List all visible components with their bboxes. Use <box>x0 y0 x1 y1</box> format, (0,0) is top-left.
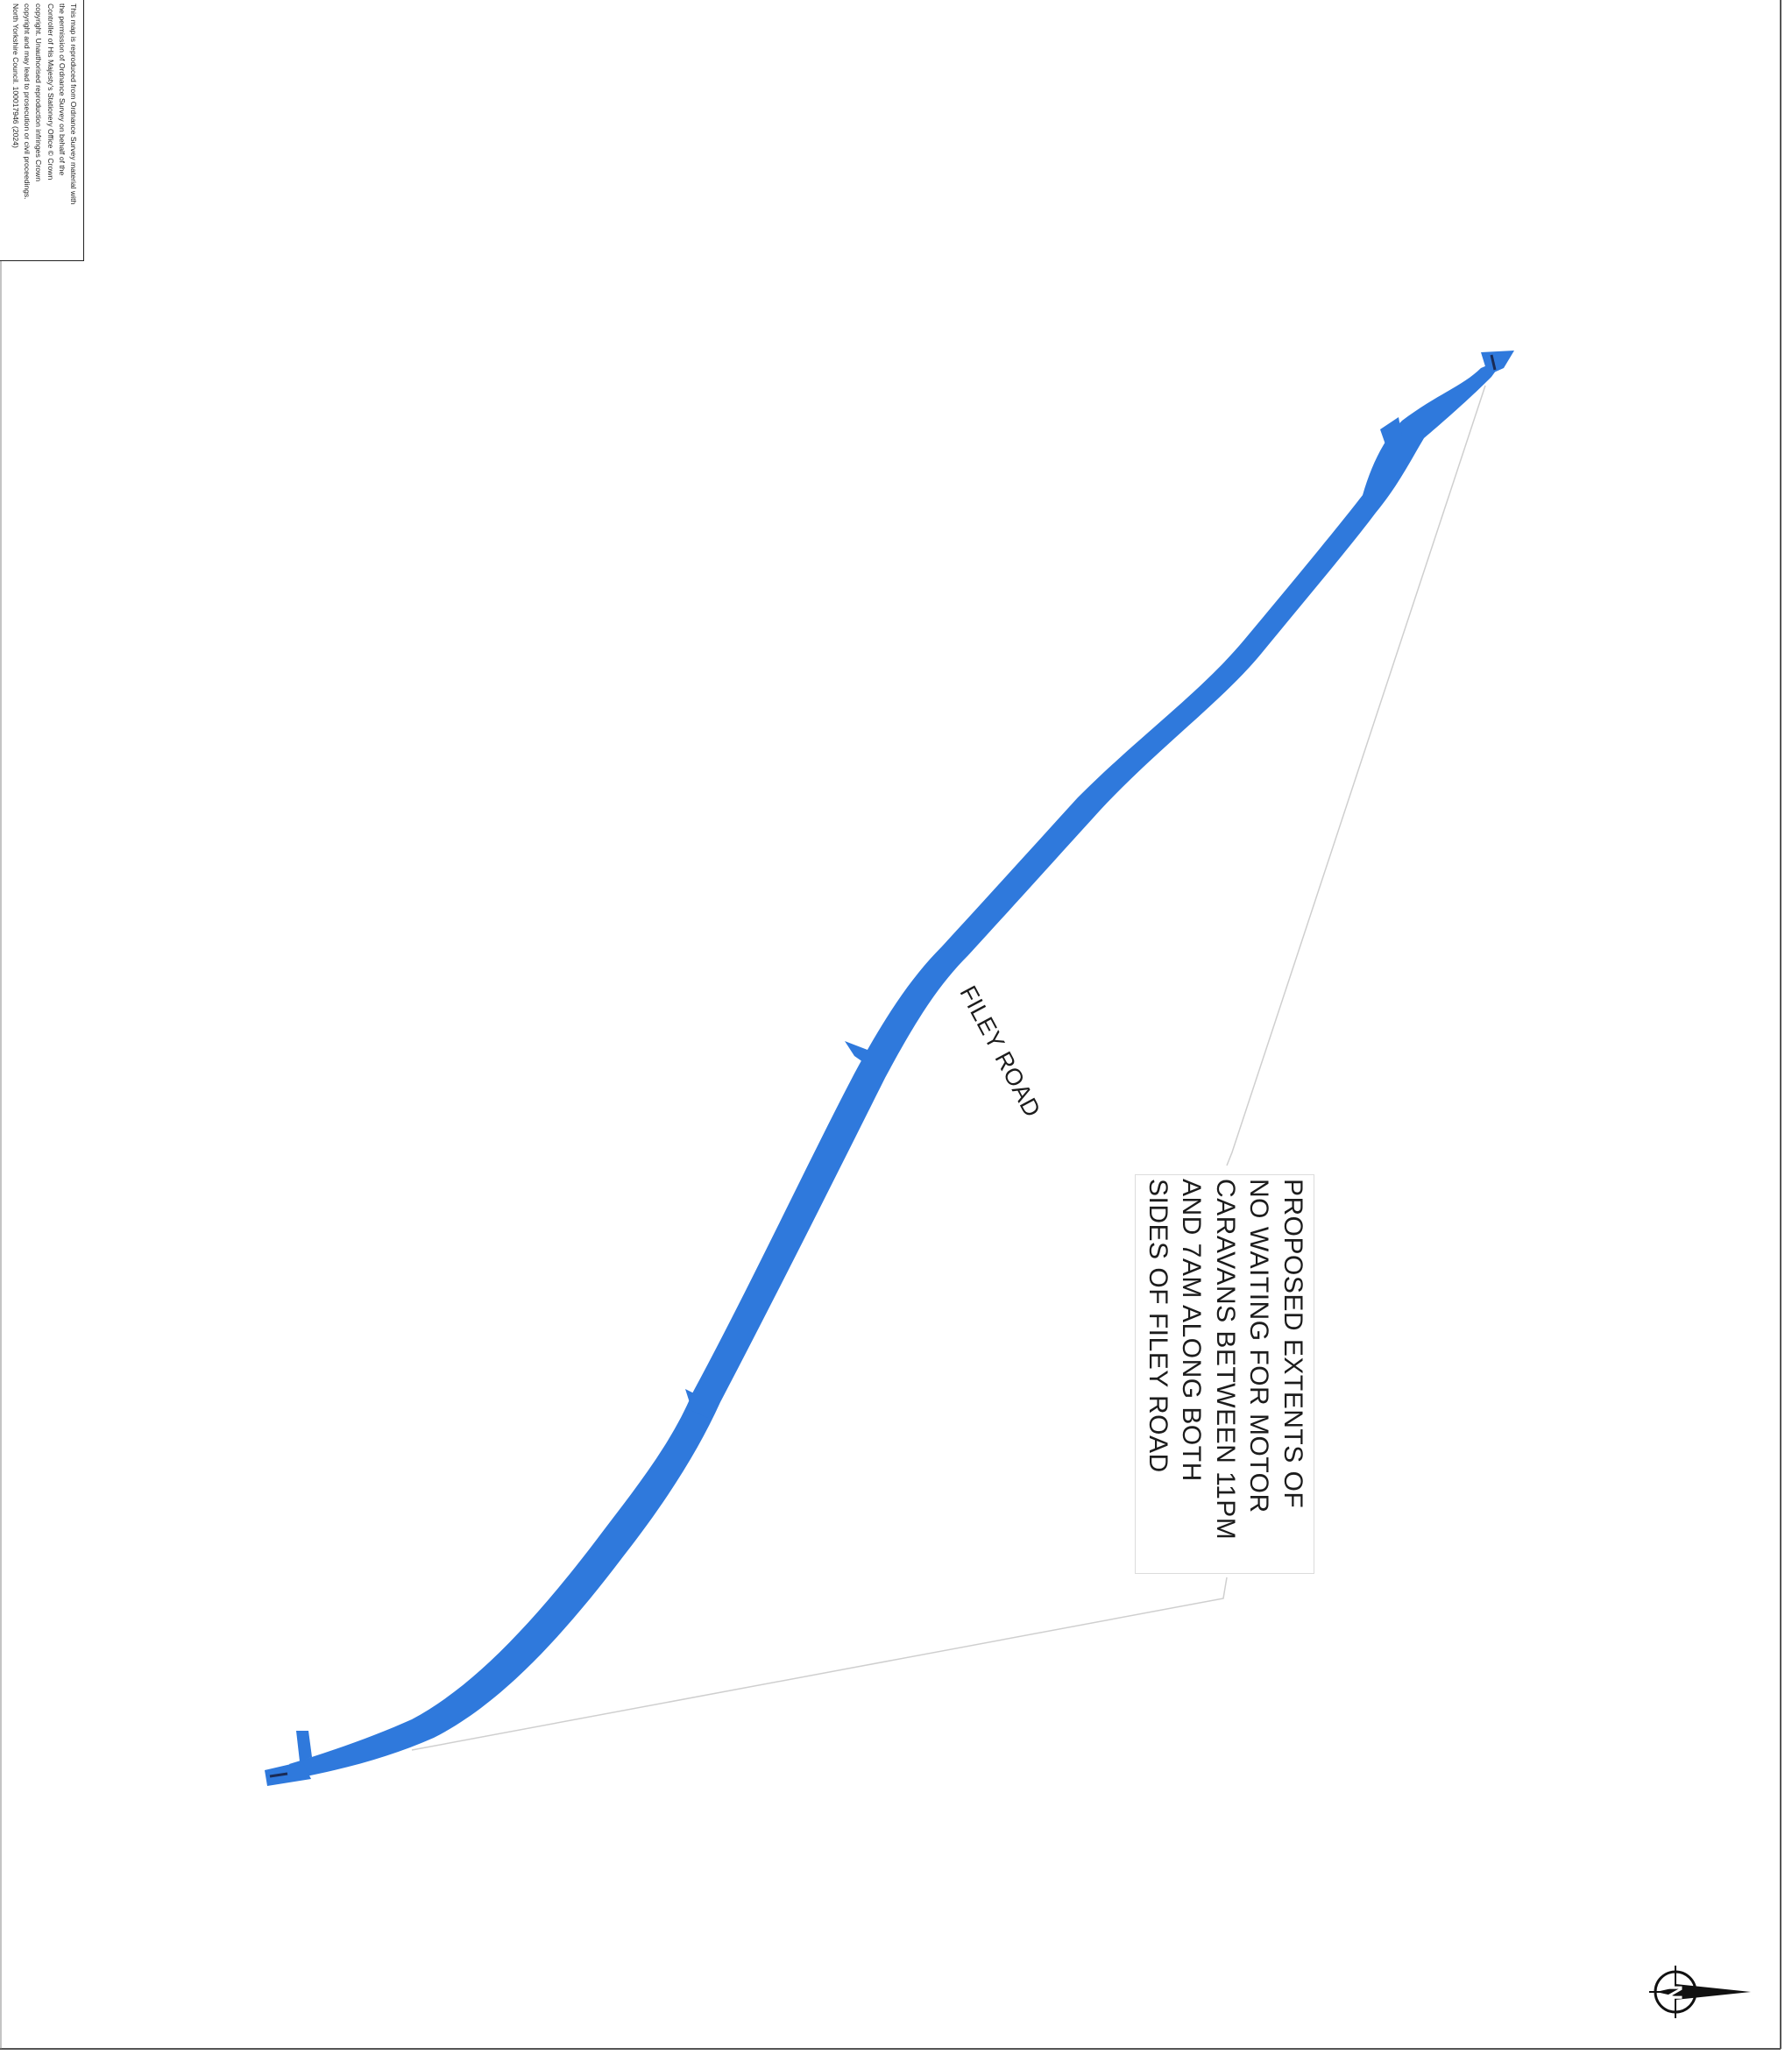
copyright-box <box>0 0 84 261</box>
junction-spur-south-stub <box>296 1731 312 1761</box>
end-marker-south <box>269 1772 288 1778</box>
north-arrow-label: N <box>1662 1985 1686 2000</box>
callout-box <box>1135 1174 1314 1574</box>
end-marker-north <box>1490 354 1497 371</box>
copyright-notice: This map is reproduced from Ordnance Sur… <box>11 4 78 205</box>
callout-text: PROPOSED EXTENTS OF NO WAITING FOR MOTOR… <box>1144 1179 1307 1541</box>
leader-line-south <box>411 1577 1228 1751</box>
road-end-cap-south <box>265 1761 311 1786</box>
junction-spur-north <box>1380 417 1402 447</box>
road-end-cap-north <box>1481 351 1514 375</box>
junction-spur-mid-lower <box>685 1389 712 1418</box>
restriction-extent-road <box>289 358 1505 1777</box>
junction-spur-mid-upper <box>845 1041 876 1065</box>
leader-line-north <box>1226 385 1486 1166</box>
north-arrow-icon <box>1649 1966 1751 2018</box>
